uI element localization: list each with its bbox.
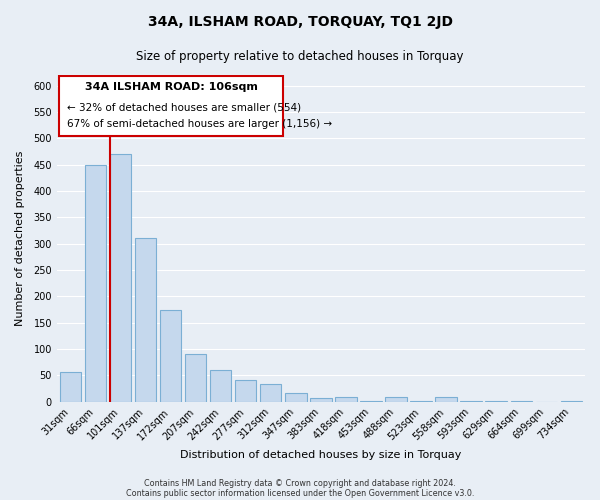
Bar <box>85 164 106 402</box>
Bar <box>335 396 356 402</box>
Bar <box>210 370 232 402</box>
Text: 67% of semi-detached houses are larger (1,156) →: 67% of semi-detached houses are larger (… <box>67 118 332 128</box>
Bar <box>185 354 206 402</box>
Text: Contains HM Land Registry data © Crown copyright and database right 2024.: Contains HM Land Registry data © Crown c… <box>144 478 456 488</box>
Bar <box>110 154 131 402</box>
Bar <box>460 400 482 402</box>
Bar <box>285 394 307 402</box>
Text: Size of property relative to detached houses in Torquay: Size of property relative to detached ho… <box>136 50 464 63</box>
Bar <box>511 400 532 402</box>
X-axis label: Distribution of detached houses by size in Torquay: Distribution of detached houses by size … <box>180 450 461 460</box>
Text: Contains public sector information licensed under the Open Government Licence v3: Contains public sector information licen… <box>126 488 474 498</box>
Bar <box>361 400 382 402</box>
Y-axis label: Number of detached properties: Number of detached properties <box>15 150 25 326</box>
Text: ← 32% of detached houses are smaller (554): ← 32% of detached houses are smaller (55… <box>67 103 301 113</box>
FancyBboxPatch shape <box>59 76 283 136</box>
Bar <box>310 398 332 402</box>
Bar <box>160 310 181 402</box>
Text: 34A ILSHAM ROAD: 106sqm: 34A ILSHAM ROAD: 106sqm <box>85 82 258 92</box>
Bar <box>135 238 157 402</box>
Bar <box>260 384 281 402</box>
Bar <box>560 400 582 402</box>
Bar <box>235 380 256 402</box>
Text: 34A, ILSHAM ROAD, TORQUAY, TQ1 2JD: 34A, ILSHAM ROAD, TORQUAY, TQ1 2JD <box>148 15 452 29</box>
Bar <box>385 397 407 402</box>
Bar <box>60 372 81 402</box>
Bar <box>436 397 457 402</box>
Bar <box>410 400 431 402</box>
